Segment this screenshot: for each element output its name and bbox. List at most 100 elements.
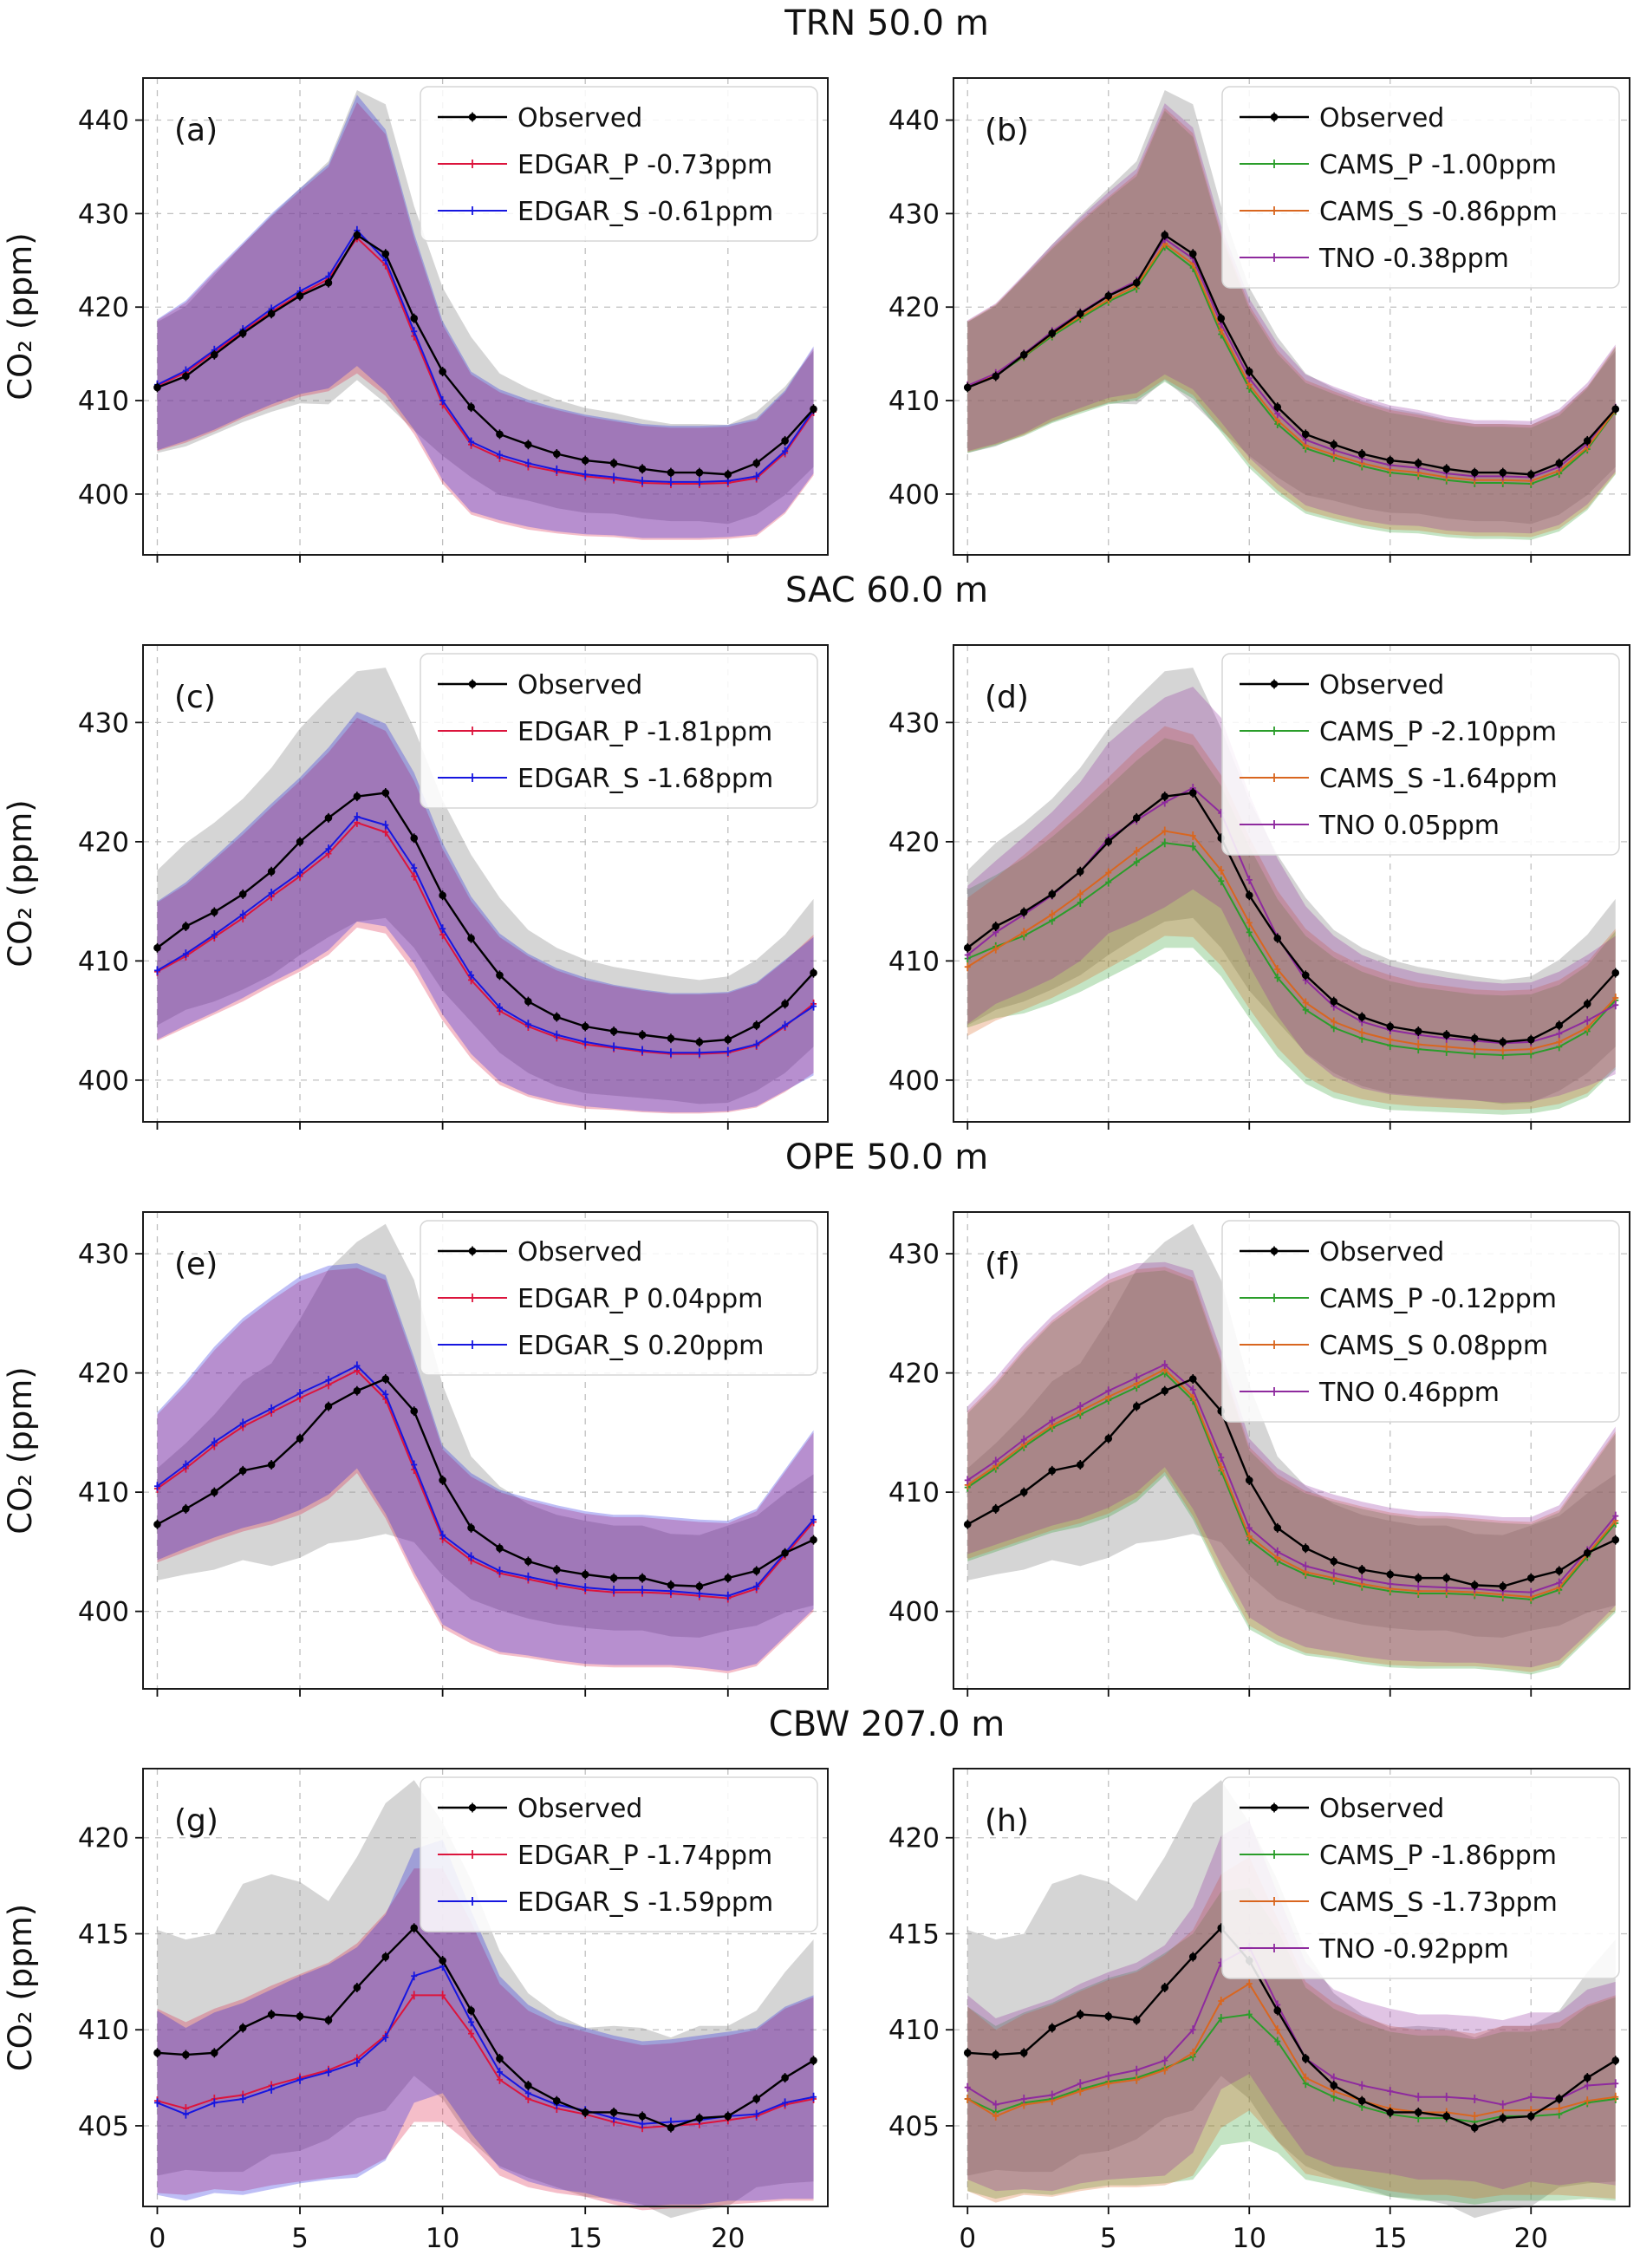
- marker-dot: [1414, 2108, 1422, 2116]
- marker-dot: [781, 2074, 789, 2082]
- marker-dot: [667, 1581, 675, 1589]
- marker-dot: [524, 997, 532, 1006]
- y-tick-label: 400: [888, 1597, 940, 1628]
- marker-dot: [1132, 2016, 1141, 2024]
- marker-dot: [1414, 1027, 1422, 1035]
- marker-dot: [381, 250, 390, 258]
- marker-dot: [1357, 2096, 1366, 2105]
- x-tick-label: 15: [568, 2223, 602, 2254]
- marker-dot: [992, 922, 1000, 930]
- band-cams_s: [967, 726, 1616, 1111]
- band-tno: [967, 103, 1616, 534]
- band-edgar_s: [157, 712, 814, 1112]
- panel-letter: (f): [985, 1247, 1020, 1282]
- band-edgar_p: [157, 102, 814, 540]
- marker-dot: [552, 450, 561, 458]
- y-tick-label: 420: [78, 1823, 129, 1854]
- marker-dot: [1270, 1247, 1279, 1255]
- marker-dot: [810, 2056, 817, 2064]
- row-chart-1: CO₂ (ppm) 400 410 420 430 440 (a) Observed EDGAR…: [2, 77, 1630, 563]
- marker-dot: [210, 908, 218, 916]
- legend: Observed CAMS_P -2.10ppm CAMS_S -1.64ppm TN…: [1221, 653, 1620, 856]
- legend-box: [420, 653, 818, 809]
- marker-dot: [238, 890, 247, 898]
- series-line-cams_s: [966, 1982, 1616, 2118]
- y-axis-label: CO₂ (ppm): [2, 1904, 39, 2071]
- legend-entry-label: EDGAR_S -1.59ppm: [517, 1887, 773, 1918]
- x-tick-label: 5: [291, 2223, 309, 2254]
- marker-dot: [353, 1386, 361, 1395]
- series-line-cams_s: [966, 1368, 1617, 1599]
- axes-border: [953, 1768, 1630, 2207]
- x-tick-label: 20: [711, 2223, 745, 2254]
- station-block-cbw: CBW 207.0 m CO₂ (ppm) 405 410 415 420 0 5 10 15 2…: [0, 1701, 1640, 2268]
- marker-dot: [210, 2049, 218, 2057]
- marker-dot: [1583, 437, 1591, 445]
- legend-entry-label: Observed: [517, 1794, 642, 1824]
- y-tick-label: 430: [78, 707, 129, 739]
- y-tick-label: 420: [78, 1359, 129, 1390]
- marker-dot: [992, 372, 1000, 381]
- legend-entry-label: Observed: [1319, 103, 1444, 134]
- marker-dot: [1104, 291, 1113, 300]
- series-line-cams_s: [966, 830, 1617, 1052]
- marker-dot: [1301, 1544, 1310, 1553]
- marker-dot: [182, 372, 190, 381]
- series-line-cams_p: [966, 1372, 1617, 1600]
- y-tick-label: 410: [78, 946, 129, 977]
- marker-dot: [267, 310, 276, 318]
- x-tick-label: 20: [1514, 2223, 1548, 2254]
- band-observed: [967, 90, 1616, 525]
- y-tick-label: 400: [78, 1597, 129, 1628]
- y-tick-label: 400: [888, 479, 940, 511]
- series-line-edgar_s: [156, 1365, 815, 1597]
- marker-dot: [267, 867, 276, 876]
- marker-dot: [638, 1574, 647, 1582]
- marker-dot: [1188, 789, 1197, 797]
- series-line-edgar_s: [156, 815, 815, 1054]
- marker-dot: [1161, 792, 1169, 800]
- legend-entry-label: Observed: [1319, 670, 1444, 701]
- series-line-observed: [157, 1926, 815, 2129]
- legend-box: [1221, 86, 1620, 289]
- x-tick-label: 10: [1233, 2223, 1266, 2254]
- marker-dot: [324, 1402, 333, 1411]
- x-tick-label: 0: [959, 2223, 976, 2254]
- x-tick-label: 5: [1100, 2223, 1117, 2254]
- marker-dot: [963, 943, 972, 952]
- panel-letter: (e): [174, 1247, 218, 1282]
- band-cams_p: [967, 110, 1616, 540]
- legend: Observed CAMS_P -0.12ppm CAMS_S 0.08ppm TNO…: [1221, 1220, 1620, 1423]
- marker-dot: [182, 922, 190, 930]
- marker-dot: [1499, 2114, 1507, 2122]
- panel-letter: (a): [174, 113, 218, 148]
- marker-dot: [552, 2096, 561, 2105]
- series-line-edgar_s: [157, 229, 815, 483]
- series-line-cams_p: [966, 2013, 1616, 2123]
- marker-dot: [667, 2123, 675, 2132]
- marker-dot: [1555, 2095, 1564, 2103]
- band-observed: [967, 1223, 1616, 1638]
- marker-dot: [581, 2108, 589, 2116]
- marker-dot: [1555, 1567, 1564, 1575]
- legend-entry-label: TNO 0.46ppm: [1318, 1378, 1500, 1408]
- x-tick-label: 0: [149, 2223, 166, 2254]
- series-line-cams_p: [966, 244, 1617, 486]
- row-chart-3: CO₂ (ppm) 400 410 420 430 (e) Observed EDGAR_P …: [2, 1211, 1630, 1697]
- legend: Observed CAMS_P -1.00ppm CAMS_S -0.86ppm TN…: [1221, 86, 1620, 289]
- y-tick-label: 420: [78, 827, 129, 858]
- marker-dot: [524, 2082, 532, 2089]
- marker-dot: [210, 350, 218, 359]
- row-title-ope: OPE 50.0 m: [0, 1134, 1640, 1177]
- panel-letter: (c): [174, 680, 216, 715]
- marker-dot: [963, 2049, 972, 2057]
- marker-dot: [724, 470, 732, 479]
- marker-dot: [467, 1524, 475, 1532]
- panel-g: 405 410 415 420 0 5 10 15 20 (g) Observed EDGAR_P -…: [78, 1768, 829, 2254]
- y-tick-label: 410: [78, 1477, 129, 1509]
- y-tick-label: 410: [888, 1477, 940, 1509]
- band-cams_p: [967, 1270, 1616, 1675]
- marker-dot: [1161, 1984, 1169, 1991]
- marker-dot: [724, 2112, 732, 2121]
